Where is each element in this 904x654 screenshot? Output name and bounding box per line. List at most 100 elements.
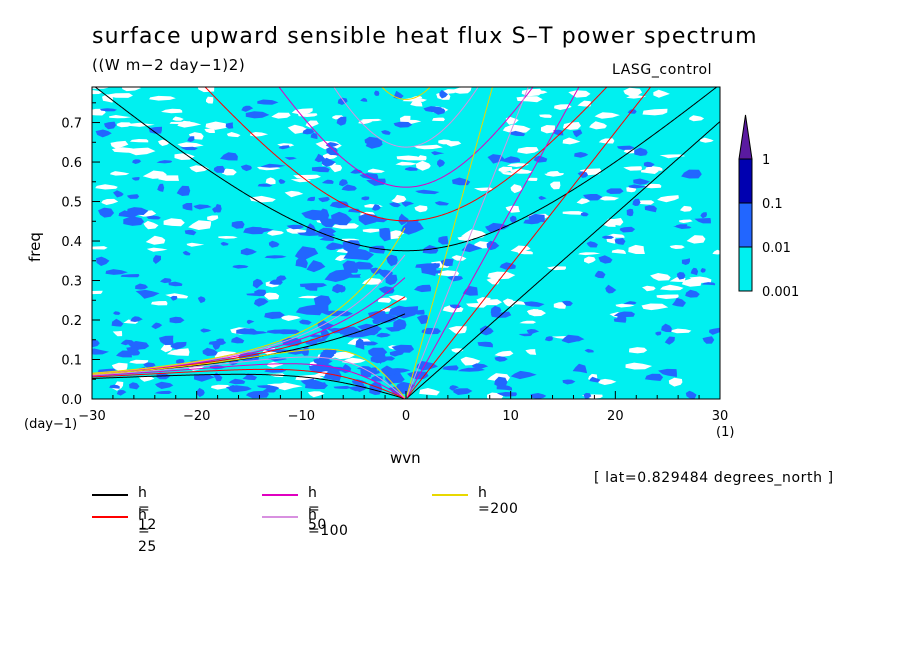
spectral-patch xyxy=(453,87,472,94)
spectral-patch xyxy=(678,219,693,223)
spectral-field xyxy=(92,87,720,399)
spectral-patch xyxy=(151,301,168,306)
spectral-patch xyxy=(490,305,502,317)
spectral-patch xyxy=(381,365,397,376)
spectral-patch xyxy=(583,392,592,399)
spectral-patch xyxy=(574,152,589,158)
spectral-patch xyxy=(584,348,594,353)
spectral-patch xyxy=(96,256,110,266)
colorbar-segment xyxy=(738,158,753,204)
spectral-patch xyxy=(143,220,159,230)
spectral-patch xyxy=(262,292,280,300)
spectral-patch xyxy=(240,248,257,256)
spectral-patch xyxy=(527,309,546,317)
spectral-patch xyxy=(368,311,387,320)
spectral-patch xyxy=(161,108,183,114)
spectral-patch xyxy=(113,311,121,315)
spectral-patch xyxy=(362,228,385,233)
spectral-patch xyxy=(216,338,225,344)
colorbar-label: 0.001 xyxy=(762,285,799,300)
spectral-patch xyxy=(613,317,627,323)
x-unit-label: (1) xyxy=(716,425,735,440)
spectral-patch xyxy=(496,392,517,397)
spectral-patch xyxy=(129,139,149,143)
legend-label: h = 50 xyxy=(308,485,327,533)
spectral-patch xyxy=(517,147,539,154)
spectral-patch xyxy=(702,336,715,344)
spectral-patch xyxy=(365,140,383,149)
spectral-patch xyxy=(449,385,459,391)
spectral-patch xyxy=(572,363,588,374)
spectral-patch xyxy=(110,171,130,176)
spectral-patch xyxy=(332,351,355,360)
spectral-patch xyxy=(170,341,187,350)
spectral-patch xyxy=(700,212,707,219)
spectral-patch xyxy=(118,210,139,218)
spectral-patch xyxy=(311,166,330,173)
spectral-patch xyxy=(584,256,596,264)
spectral-patch xyxy=(498,166,513,173)
spectral-patch xyxy=(225,122,234,129)
spectral-patch xyxy=(689,276,712,283)
spectral-patch xyxy=(107,93,133,98)
spectral-patch xyxy=(371,204,381,211)
spectral-patch xyxy=(681,169,702,179)
spectral-patch xyxy=(339,330,369,336)
spectral-patch xyxy=(615,303,635,308)
spectral-patch xyxy=(374,90,380,96)
colorbar-extension xyxy=(738,114,753,160)
spectral-patch xyxy=(641,183,662,189)
legend-label: h = 12 xyxy=(138,485,157,533)
spectral-patch xyxy=(655,331,662,336)
spectral-patch xyxy=(343,248,374,261)
spectral-patch xyxy=(416,361,438,371)
spectral-patch xyxy=(165,293,189,299)
spectral-patch xyxy=(160,342,173,353)
spectral-patch xyxy=(632,198,641,206)
spectral-patch xyxy=(316,299,329,313)
spectral-patch xyxy=(398,213,409,226)
spectral-patch xyxy=(686,235,706,244)
spectral-patch xyxy=(658,368,677,377)
inertio-gravity-curve-h25 xyxy=(204,87,608,222)
spectral-patch xyxy=(388,294,408,301)
spectral-patch xyxy=(158,335,174,346)
kelvin-curve-h200 xyxy=(406,87,494,396)
spectral-patch xyxy=(396,155,421,161)
spectral-patch xyxy=(594,112,620,119)
spectral-patch xyxy=(305,120,319,128)
spectral-patch xyxy=(701,282,716,286)
spectral-patch xyxy=(626,208,634,217)
spectral-patch xyxy=(553,302,566,309)
spectral-patch xyxy=(307,391,325,398)
spectral-patch xyxy=(286,224,305,230)
spectral-patch xyxy=(505,205,520,213)
spectral-patch xyxy=(606,188,624,194)
rossby-curve-h50 xyxy=(92,363,406,399)
y-tick-label: 0.7 xyxy=(61,117,82,132)
spectral-patch xyxy=(308,363,337,372)
spectral-patch xyxy=(617,145,635,150)
spectral-patch xyxy=(508,130,526,137)
spectral-patch xyxy=(388,305,413,317)
spectral-patch xyxy=(271,112,291,119)
spectral-patch xyxy=(538,195,547,200)
spectral-patch xyxy=(331,211,352,226)
spectral-patch xyxy=(188,220,212,230)
spectral-patch xyxy=(668,377,683,387)
spectral-patch xyxy=(594,270,606,279)
spectral-patch xyxy=(676,272,686,280)
spectral-patch xyxy=(510,184,523,194)
spectral-patch xyxy=(423,106,443,113)
spectral-patch xyxy=(388,230,405,238)
spectral-patch xyxy=(708,327,720,335)
spectral-patch xyxy=(267,230,284,236)
y-tick-label: 0.4 xyxy=(61,235,82,250)
spectral-patch xyxy=(623,166,642,171)
spectral-patch xyxy=(437,270,460,277)
legend-label: h =100 xyxy=(308,507,349,539)
spectral-patch xyxy=(214,204,222,213)
spectral-patch xyxy=(120,339,135,346)
spectral-patch xyxy=(586,241,598,248)
